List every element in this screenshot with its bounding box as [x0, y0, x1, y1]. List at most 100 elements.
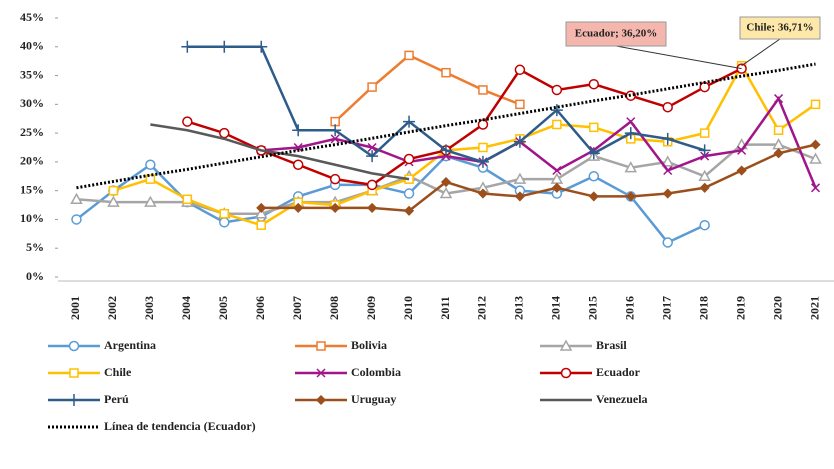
marker	[698, 169, 711, 182]
y-tick-label: 35%	[20, 67, 44, 81]
marker	[439, 186, 453, 199]
marker	[699, 219, 710, 231]
legend-label: Chile	[104, 365, 132, 379]
x-tick-label: 2007	[290, 296, 304, 320]
series-line	[261, 143, 816, 213]
x-tick-label: 2018	[696, 296, 710, 320]
x-tick-label: 2005	[216, 296, 230, 320]
marker	[515, 99, 525, 110]
marker	[292, 124, 305, 137]
legend-label: Ecuador	[596, 365, 641, 379]
marker	[255, 40, 268, 53]
legend-marker	[560, 367, 572, 379]
legend-label: Perú	[104, 392, 129, 406]
marker	[663, 165, 673, 176]
series-line	[76, 62, 816, 190]
annotation-text: Chile; 36,71%	[746, 22, 813, 34]
marker	[218, 40, 231, 53]
y-tick-label: 10%	[20, 211, 44, 225]
y-tick-label: 45%	[20, 10, 44, 24]
marker	[624, 127, 637, 140]
marker	[219, 217, 230, 228]
marker	[552, 165, 562, 176]
x-tick-label: 2006	[253, 296, 267, 320]
legend-marker	[68, 340, 80, 352]
legend-marker	[559, 339, 573, 351]
marker	[587, 147, 600, 160]
marker	[256, 202, 267, 213]
marker	[774, 94, 784, 104]
x-tick-label: 2016	[623, 296, 637, 320]
marker	[661, 132, 674, 145]
marker	[662, 188, 673, 199]
marker	[107, 195, 120, 207]
marker	[108, 185, 119, 196]
marker	[366, 150, 379, 163]
y-tick-label: 20%	[20, 154, 44, 168]
x-tick-label: 2020	[770, 296, 784, 320]
marker	[219, 208, 230, 219]
marker	[513, 172, 527, 184]
marker	[256, 220, 266, 230]
annotation-text: Ecuador; 36,20%	[575, 28, 658, 40]
legend-label: Uruguay	[351, 392, 396, 406]
annotation-box	[565, 21, 667, 47]
y-tick-label: 30%	[20, 96, 44, 110]
series-line	[334, 53, 521, 123]
marker	[70, 192, 83, 205]
marker	[182, 194, 193, 205]
legend-marker	[316, 341, 326, 351]
marker	[478, 142, 488, 153]
marker	[589, 122, 599, 133]
series-line	[75, 154, 706, 245]
marker	[550, 104, 563, 117]
marker	[292, 159, 304, 171]
marker	[440, 176, 452, 188]
x-tick-label: 2008	[327, 296, 341, 320]
marker	[181, 40, 194, 53]
marker	[588, 78, 600, 90]
marker	[478, 85, 488, 95]
x-tick-label: 2003	[142, 296, 156, 320]
x-tick-label: 2014	[549, 296, 563, 320]
legend-marker	[69, 368, 79, 378]
marker	[551, 84, 563, 96]
y-tick-label: 25%	[20, 125, 44, 139]
x-tick-label: 2004	[179, 296, 193, 320]
x-tick-label: 2015	[586, 296, 600, 320]
marker	[551, 182, 562, 193]
legend-marker	[316, 368, 326, 378]
series-line	[113, 63, 817, 227]
marker	[145, 174, 156, 184]
marker	[736, 165, 747, 176]
marker	[809, 152, 822, 164]
marker	[661, 155, 674, 167]
annotation-leader	[615, 45, 742, 70]
marker	[810, 183, 821, 193]
marker	[513, 135, 526, 148]
marker	[182, 116, 193, 127]
legend-label: Argentina	[104, 338, 156, 352]
legend-label: Bolivia	[351, 338, 387, 352]
x-tick-label: 2017	[659, 296, 673, 320]
marker	[773, 125, 784, 135]
series-line	[150, 123, 410, 181]
marker	[403, 153, 415, 165]
marker	[219, 127, 230, 139]
marker	[699, 128, 710, 138]
marker	[367, 142, 377, 153]
y-tick-label: 5%	[26, 240, 44, 254]
marker	[404, 50, 414, 61]
marker	[810, 99, 821, 110]
marker	[330, 134, 340, 144]
marker	[254, 207, 268, 219]
marker	[624, 161, 638, 173]
legend-marker	[68, 394, 80, 406]
marker	[552, 119, 562, 130]
x-tick-label: 2010	[401, 296, 415, 320]
marker	[293, 202, 304, 213]
marker	[329, 124, 342, 137]
x-tick-label: 2002	[105, 296, 119, 320]
marker	[403, 205, 415, 216]
series-line	[186, 67, 743, 187]
